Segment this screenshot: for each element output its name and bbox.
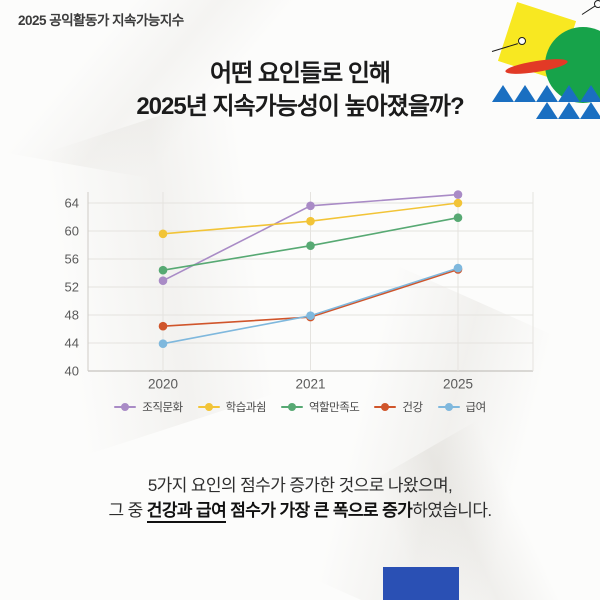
legend-marker-icon [114,403,137,412]
chart-line-급여 [162,267,459,345]
chart-point-건강 [453,265,463,274]
legend-marker-icon [280,403,303,412]
chart-point-학습과쉼 [306,216,315,226]
legend-label: 건강 [402,402,423,414]
y-tick-label: 48 [65,308,79,323]
page-title-line2: 2025년 지속가능성이 높아졌을까? [136,93,464,121]
x-tick-label: 2025 [443,377,473,392]
y-tick-label: 56 [65,252,79,267]
chart-point-급여 [306,311,315,321]
chart-point-조직문화 [158,276,168,286]
footer-blue-square-shape [383,567,459,600]
y-tick-label: 44 [65,336,79,351]
chart-line-조직문화 [162,193,459,282]
y-tick-label: 52 [65,280,79,295]
page-title-line1: 어떤 요인들로 인해 [210,60,391,87]
legend-marker-icon [197,403,220,412]
chart-point-역할만족도 [453,213,463,222]
summary-line1: 5가지 요인의 점수가 증가한 것으로 나왔으며, [147,476,453,495]
legend-item: 건강 [374,399,423,415]
legend-label: 역할만족도 [308,402,360,414]
legend-marker-icon [374,403,397,412]
y-tick-label: 40 [65,364,79,379]
legend-item: 역할만족도 [280,399,360,415]
chart-point-조직문화 [453,190,463,199]
chart-point-건강 [158,321,168,331]
y-tick-label: 60 [65,224,79,239]
chart-point-조직문화 [306,201,315,211]
chart-point-학습과쉼 [453,198,463,208]
legend-label: 급여 [465,402,487,414]
pin-dot-decoration [518,37,526,45]
chart-point-건강 [306,312,315,322]
pin-line-decoration [491,43,518,52]
legend-marker-icon [437,403,460,412]
chart-point-급여 [453,263,463,273]
summary-line2-suffix: 하였습니다. [412,501,492,520]
legend-item: 학습과쉼 [197,399,267,415]
legend-item: 조직문화 [114,399,183,415]
legend-label: 조직문화 [142,402,183,414]
x-tick-label: 2020 [148,377,178,392]
chart-line-역할만족도 [162,216,459,271]
pin-dot-decoration [594,0,600,8]
chart-point-급여 [158,339,168,349]
summary-line2-underline: 건강과 급여 [146,501,227,523]
summary-line2-bold: 점수가 가장 큰 폭으로 증가 [226,501,413,520]
chart-point-역할만족도 [306,241,315,250]
x-tick-label: 2021 [295,377,325,392]
pin-line-decoration [581,4,598,15]
summary-line2: 그 중 건강과 급여 점수가 가장 큰 폭으로 증가하였습니다. [0,496,600,523]
page-title: 어떤 요인들로 인해 2025년 지속가능성이 높아졌을까? [0,57,600,123]
y-tick-label: 64 [65,196,79,211]
chart-line-건강 [162,268,459,327]
legend-label: 학습과쉼 [225,402,267,414]
chart-point-역할만족도 [158,265,168,275]
card-header-title: 2025 공익활동가 지속가능지수 [18,13,184,28]
legend-item: 급여 [437,399,487,415]
chart-line-학습과쉼 [162,202,459,235]
chart-point-학습과쉼 [158,229,168,239]
chart-legend: 조직문화 학습과쉼 역할만족도 건강 급여 [0,399,600,415]
summary-line2-prefix: 그 중 [108,501,147,520]
